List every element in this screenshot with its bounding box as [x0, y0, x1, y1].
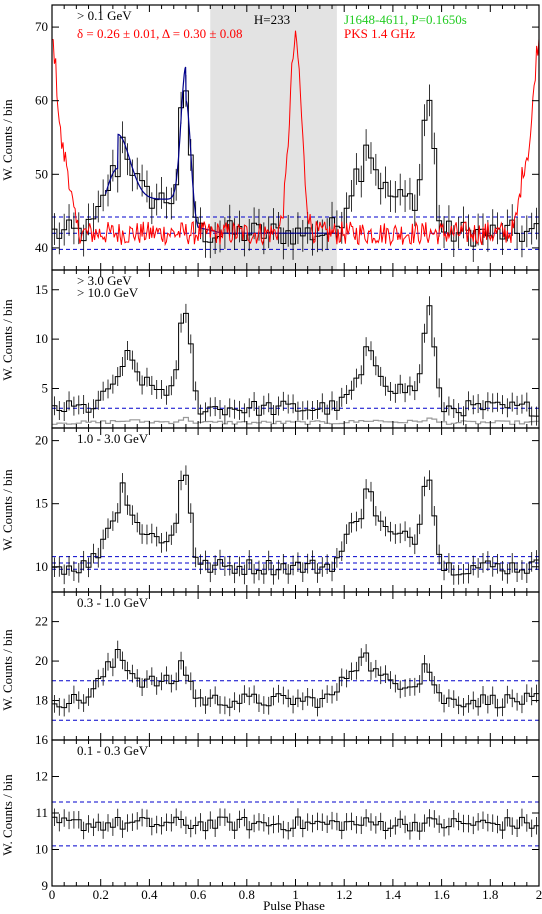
y-tick-label: 15	[35, 282, 48, 297]
radio-profile	[51, 30, 540, 247]
panel-5: 9 10 11 12 0.1 - 0.3 GeV	[35, 739, 540, 893]
x-tick-labels: 0 0.2 0.4 0.6 0.8 1 1.2 1.4 1.6 1.8 2	[49, 887, 542, 902]
y-tick-label: 18	[35, 693, 48, 708]
panel-frame	[51, 427, 540, 593]
count-histogram	[52, 305, 539, 417]
y-tick-label: 11	[35, 805, 48, 820]
y-axis-label-panel-5: W. Counts / bin	[0, 774, 15, 856]
y-tick-label: 20	[35, 433, 48, 448]
panel-2: 5 10 15 > 3.0 GeV> 10.0 GeV	[35, 269, 540, 429]
energy-band-label: > 0.1 GeV	[77, 8, 132, 23]
x-tick-label: 1.2	[336, 887, 352, 902]
x-tick-label: 0.2	[93, 887, 109, 902]
y-tick-label: 15	[35, 496, 48, 511]
energy-band-label: > 3.0 GeV	[77, 273, 132, 288]
y-axis-label-panel-4: W. Counts / bin	[0, 629, 15, 711]
y-tick-label: 60	[35, 93, 48, 108]
y-tick-label: 10	[35, 331, 48, 346]
energy-band-label: 0.1 - 0.3 GeV	[77, 743, 149, 758]
radio-annotation: PKS 1.4 GHz	[344, 26, 415, 41]
y-tick-label: 12	[35, 769, 48, 784]
x-tick-label: 0.4	[141, 887, 158, 902]
y-tick-label: 16	[35, 732, 49, 747]
x-tick-label: 1.6	[433, 887, 450, 902]
pulsar-annotation: J1648-4611, P=0.1650s	[344, 12, 467, 27]
y-axis-label-panel-3: W. Counts / bin	[0, 469, 15, 551]
y-axis-label-panel-2: W. Counts / bin	[0, 299, 15, 381]
x-tick-label: 1	[292, 887, 299, 902]
panel-1: 40 50 60 70 > 0.1 GeV	[35, 4, 540, 271]
y-tick-label: 50	[35, 166, 48, 181]
panel-4: 16 18 20 22 0.3 - 1.0 GeV	[35, 591, 540, 747]
y-tick-label: 9	[42, 878, 49, 893]
x-axis-label: Pulse Phase	[263, 898, 325, 913]
y-tick-label: 40	[35, 240, 48, 255]
x-tick-label: 1.8	[482, 887, 498, 902]
y-tick-label: 5	[42, 381, 49, 396]
x-tick-label: 0	[49, 887, 56, 902]
x-tick-label: 2	[536, 887, 542, 902]
y-tick-label: 22	[35, 614, 48, 629]
y-tick-label: 10	[35, 559, 48, 574]
x-tick-label: 0.8	[239, 887, 255, 902]
x-tick-label: 0.6	[190, 887, 207, 902]
y-tick-label: 10	[35, 842, 48, 857]
htest-annotation: H=233	[254, 12, 290, 27]
panel-frame	[51, 739, 540, 887]
y-axis-label-panel-1: W. Counts / bin	[0, 99, 15, 181]
annotations-group: H=233 J1648-4611, P=0.1650s PKS 1.4 GHz …	[77, 12, 467, 41]
fit-parameters-annotation: δ = 0.26 ± 0.01, Δ = 0.30 ± 0.08	[77, 26, 242, 41]
y-tick-label: 20	[35, 653, 48, 668]
error-bars	[54, 640, 537, 717]
error-bars	[54, 465, 537, 585]
secondary-energy-band-label: > 10.0 GeV	[77, 285, 139, 300]
energy-band-label: 0.3 - 1.0 GeV	[77, 595, 149, 610]
panel-3: 10 15 20 1.0 - 3.0 GeV	[35, 427, 540, 593]
energy-band-label: 1.0 - 3.0 GeV	[77, 431, 149, 446]
y-tick-label: 70	[35, 19, 48, 34]
model-curve	[105, 66, 337, 234]
count-histogram	[52, 474, 539, 576]
x-tick-label: 1.4	[385, 887, 402, 902]
count-histogram	[52, 816, 539, 832]
count-histogram	[52, 649, 539, 709]
